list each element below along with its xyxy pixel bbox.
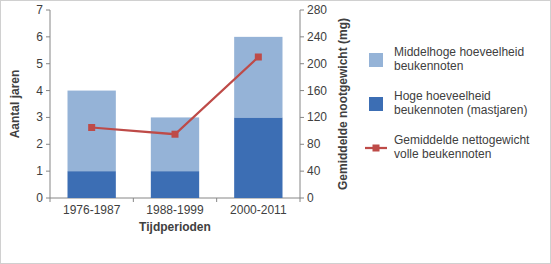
y-tick-label: 0 bbox=[36, 191, 43, 205]
chart-border bbox=[1, 1, 551, 264]
y-tick-label: 3 bbox=[36, 110, 43, 124]
bar bbox=[68, 91, 116, 172]
bar bbox=[151, 117, 199, 171]
legend-swatch bbox=[369, 97, 383, 111]
legend-label: Middelhoge hoeveelheidbeukennoten bbox=[394, 45, 524, 73]
line-marker bbox=[88, 124, 95, 131]
bar bbox=[234, 37, 282, 118]
y-tick bbox=[46, 171, 50, 172]
y-tick bbox=[46, 36, 50, 37]
bar bbox=[68, 171, 116, 198]
legend-marker bbox=[373, 145, 380, 152]
y-tick-label: 1 bbox=[36, 164, 43, 178]
x-tick bbox=[216, 198, 217, 202]
x-tick-label: 2000-2011 bbox=[230, 203, 287, 217]
y2-tick-label: 240 bbox=[307, 30, 327, 44]
y2-tick-label: 40 bbox=[307, 164, 321, 178]
x-axis-title: Tijdperioden bbox=[139, 220, 211, 234]
y-axis-line bbox=[50, 10, 51, 198]
y2-tick bbox=[300, 36, 304, 37]
y-tick-label: 4 bbox=[36, 84, 43, 98]
y-tick bbox=[46, 198, 50, 199]
legend-label-line: Middelhoge hoeveelheid bbox=[394, 45, 524, 59]
plot-marks bbox=[68, 37, 283, 198]
y-axis-title: Aantal jaren bbox=[8, 70, 22, 139]
y-tick bbox=[46, 117, 50, 118]
legend-label-line: beukennoten (mastjaren) bbox=[394, 103, 527, 117]
legend-label: Hoge hoeveelheidbeukennoten (mastjaren) bbox=[394, 89, 527, 117]
legend-label-line: volle beukennoten bbox=[394, 147, 491, 161]
y2-tick-label: 0 bbox=[307, 191, 314, 205]
y2-tick bbox=[300, 171, 304, 172]
y2-tick bbox=[300, 10, 304, 11]
legend-label-line: Gemiddelde nettogewicht bbox=[394, 133, 530, 147]
x-tick bbox=[133, 198, 134, 202]
line-marker bbox=[172, 131, 179, 138]
y-tick bbox=[46, 90, 50, 91]
legend-label-line: beukennoten bbox=[394, 59, 463, 73]
line-marker bbox=[255, 54, 262, 61]
legend-swatch bbox=[369, 53, 383, 67]
x-tick-label: 1988-1999 bbox=[146, 203, 204, 217]
legend: Middelhoge hoeveelheidbeukennoten Hoge ho… bbox=[365, 45, 530, 161]
x-tick bbox=[300, 198, 301, 202]
y-tick-label: 2 bbox=[36, 137, 43, 151]
y2-tick-label: 80 bbox=[307, 137, 321, 151]
y2-axis-line bbox=[300, 10, 301, 198]
y2-tick bbox=[300, 198, 304, 199]
chart: 0 1 2 3 4 5 6 7 0 40 80 120 160 200 240 280 1976-1987 198… bbox=[0, 0, 551, 264]
y2-tick bbox=[300, 144, 304, 145]
y-tick bbox=[46, 63, 50, 64]
line bbox=[92, 57, 259, 134]
x-tick bbox=[50, 198, 51, 202]
x-tick-label: 1976-1987 bbox=[63, 203, 121, 217]
y-tick-label: 7 bbox=[36, 3, 43, 17]
y-tick bbox=[46, 10, 50, 11]
y2-tick bbox=[300, 117, 304, 118]
y-tick-label: 5 bbox=[36, 57, 43, 71]
legend-label-line: Hoge hoeveelheid bbox=[394, 89, 491, 103]
y2-tick bbox=[300, 63, 304, 64]
bar bbox=[234, 117, 282, 198]
y2-tick bbox=[300, 90, 304, 91]
y2-axis-title: Gemiddelde nootgewicht (mg) bbox=[336, 18, 350, 190]
y2-tick-label: 280 bbox=[307, 3, 327, 17]
y2-tick-label: 160 bbox=[307, 84, 327, 98]
legend-label: Gemiddelde nettogewichtvolle beukennoten bbox=[394, 133, 530, 161]
bar bbox=[151, 171, 199, 198]
y-tick bbox=[46, 144, 50, 145]
y2-tick-label: 120 bbox=[307, 110, 327, 124]
y2-tick-label: 200 bbox=[307, 57, 327, 71]
y-tick-label: 6 bbox=[36, 30, 43, 44]
